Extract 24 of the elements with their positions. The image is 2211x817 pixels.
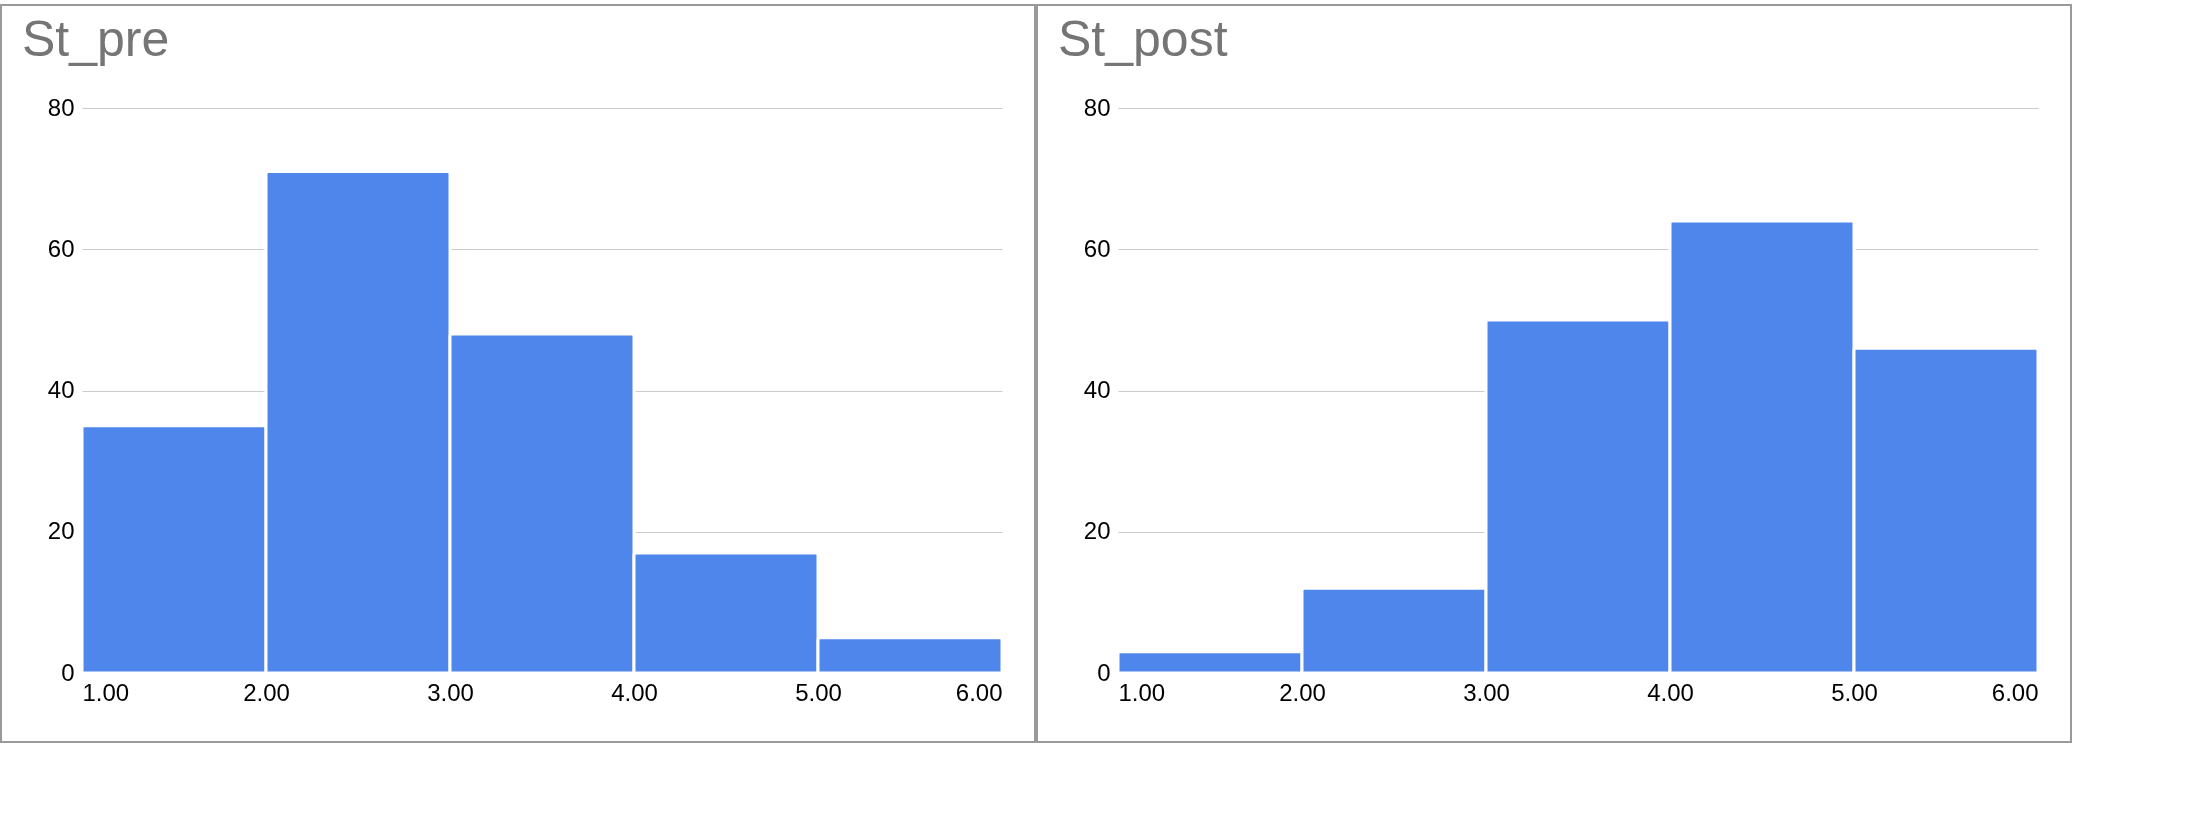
x-tick-label: 1.00	[82, 678, 130, 706]
y-tick-label: 40	[1083, 376, 1111, 403]
chart-title: St_post	[1058, 11, 1228, 67]
x-tick-label: 2.00	[243, 678, 290, 706]
y-tick-label: 20	[47, 517, 75, 545]
x-tick-label: 4.00	[1647, 678, 1694, 706]
y-tick-label: 40	[47, 376, 75, 403]
x-tick-label: 3.00	[427, 678, 474, 706]
y-tick-label: 0	[61, 658, 75, 686]
x-tick-label: 1.00	[1118, 678, 1166, 706]
x-tick-label: 4.00	[611, 678, 658, 706]
y-tick-label: 20	[1083, 517, 1111, 545]
x-tick-label: 3.00	[1463, 678, 1510, 706]
x-tick-label: 2.00	[1279, 678, 1326, 706]
y-tick-label: 60	[1083, 234, 1111, 262]
chart-title: St_pre	[22, 11, 170, 67]
x-tick-label: 5.00	[1831, 678, 1878, 706]
x-tick-label: 6.00	[955, 678, 1003, 706]
x-tick-label: 6.00	[1991, 678, 2039, 706]
y-tick-label: 0	[1097, 658, 1111, 686]
x-tick-label: 5.00	[795, 678, 842, 706]
y-tick-label: 60	[47, 234, 75, 262]
y-tick-label: 80	[1083, 93, 1111, 121]
y-tick-label: 80	[47, 93, 75, 121]
